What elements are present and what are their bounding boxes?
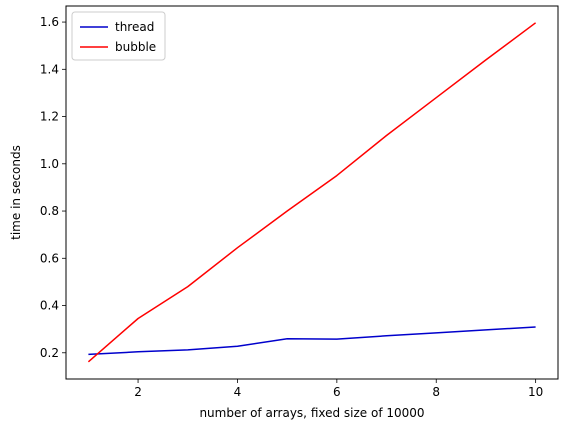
y-tick-label: 1.4 bbox=[40, 62, 59, 76]
y-tick-label: 1.2 bbox=[40, 110, 59, 124]
y-tick-label: 1.6 bbox=[40, 15, 59, 29]
x-tick-label: 6 bbox=[333, 385, 341, 399]
y-tick-label: 0.4 bbox=[40, 299, 59, 313]
x-axis-ticks: 2 4 6 8 10 bbox=[134, 379, 543, 399]
legend: thread bubble bbox=[71, 11, 166, 61]
legend-label-thread: thread bbox=[115, 20, 154, 34]
y-tick-label: 0.8 bbox=[40, 204, 59, 218]
plot-lines bbox=[87, 22, 537, 363]
x-tick-label: 2 bbox=[134, 385, 142, 399]
y-axis-ticks: 0.2 0.4 0.6 0.8 1.0 1.2 1.4 1.6 bbox=[40, 15, 66, 360]
plot-frame bbox=[65, 5, 559, 380]
x-axis-label: number of arrays, fixed size of 10000 bbox=[199, 406, 424, 420]
y-axis-label: time in seconds bbox=[9, 145, 23, 240]
y-tick-label: 0.2 bbox=[40, 346, 59, 360]
legend-label-bubble: bubble bbox=[115, 40, 156, 54]
x-tick-label: 8 bbox=[432, 385, 440, 399]
series-line-bubble bbox=[87, 22, 537, 363]
series-line-thread bbox=[88, 326, 536, 356]
y-tick-label: 0.6 bbox=[40, 251, 59, 265]
legend-box bbox=[71, 11, 166, 61]
x-tick-label: 10 bbox=[528, 385, 543, 399]
y-tick-label: 1.0 bbox=[40, 157, 59, 171]
x-tick-label: 4 bbox=[234, 385, 242, 399]
